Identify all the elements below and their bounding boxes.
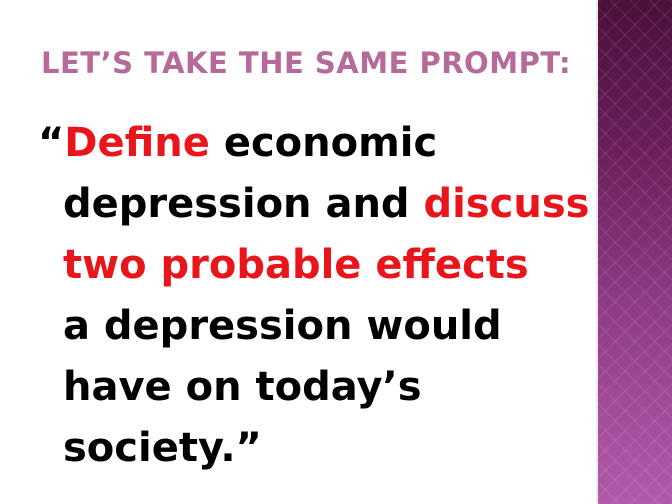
- quote-line-6: society.”: [63, 425, 262, 471]
- emphasis-two-probable-effects: two probable effects: [63, 242, 529, 288]
- quote-text: economic: [209, 120, 438, 166]
- quote-line-1: “Define economic: [38, 113, 588, 174]
- emphasis-define: Define: [64, 120, 210, 166]
- quote-line-5: have on today’s: [63, 364, 422, 410]
- side-band-edge: [596, 0, 599, 504]
- quote-line-4: a depression would: [63, 303, 502, 349]
- emphasis-discuss: discuss: [423, 181, 590, 227]
- slide-title: LET’S TAKE THE SAME PROMPT:: [41, 46, 572, 80]
- quote-text: depression and: [63, 181, 424, 227]
- quote-line-2: depression and discuss: [38, 174, 590, 235]
- decorative-side-band: [598, 0, 672, 504]
- prompt-quote: “Define economic depression and discuss …: [38, 113, 590, 479]
- open-quote-mark: “: [38, 120, 65, 166]
